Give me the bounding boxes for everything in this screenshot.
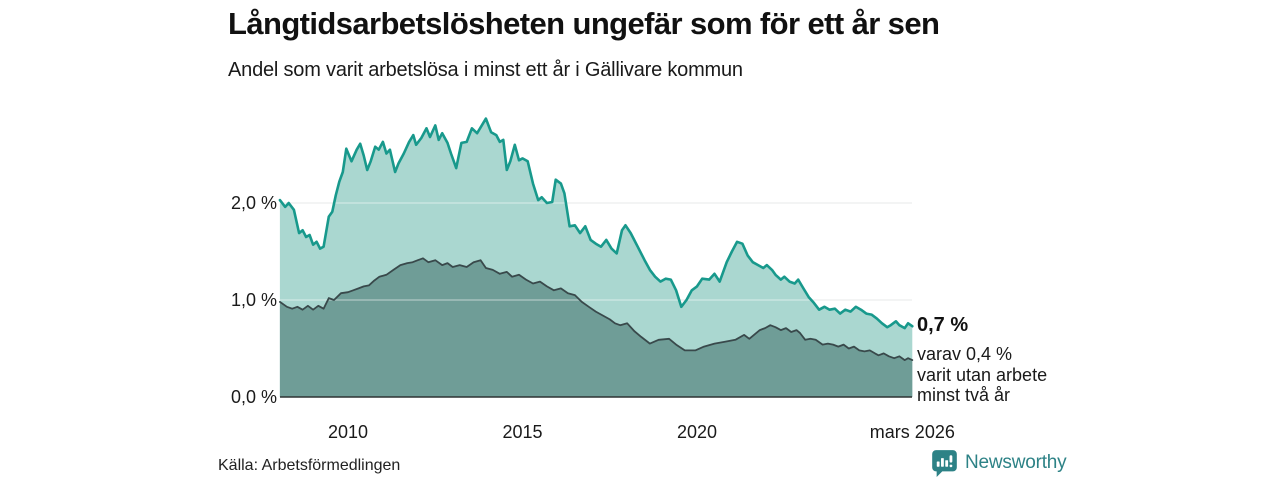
x-tick-label: 2015: [502, 422, 543, 442]
series-line-0: [278, 117, 914, 330]
end-value-annotation: 0,7 % varav 0,4 % varit utan arbete minst …: [917, 314, 1067, 406]
source-note: Källa: Arbetsförmedlingen: [218, 457, 401, 474]
end-value-detail-line: varit utan arbete: [917, 364, 1048, 385]
y-tick-label: 0,0 %: [230, 387, 277, 407]
end-value-detail-line: varav 0,4 %: [917, 344, 1013, 364]
end-value-detail: varav 0,4 % varit utan arbete minst två år: [917, 344, 1067, 406]
newsworthy-logo-icon: [931, 449, 958, 477]
end-value-detail-line: minst två år: [917, 385, 1011, 405]
x-tick-label: mars 2026: [869, 422, 955, 442]
series-line-1: [279, 257, 914, 361]
end-value-label: 0,7 %: [917, 314, 969, 336]
brand-name: Newsworthy: [965, 452, 1067, 473]
y-tick-label: 1,0 %: [230, 290, 277, 310]
chart-subtitle: Andel som varit arbetslösa i minst ett å…: [228, 59, 743, 81]
chart-title: Långtidsarbetslösheten ungefär som för e…: [228, 6, 940, 41]
x-tick-label: 2020: [676, 422, 718, 442]
y-tick-label: 2,0 %: [230, 193, 277, 213]
area-fill-1: [279, 258, 913, 397]
brand-link[interactable]: Newsworthy: [931, 449, 1067, 477]
x-tick-label: 2010: [327, 422, 369, 442]
